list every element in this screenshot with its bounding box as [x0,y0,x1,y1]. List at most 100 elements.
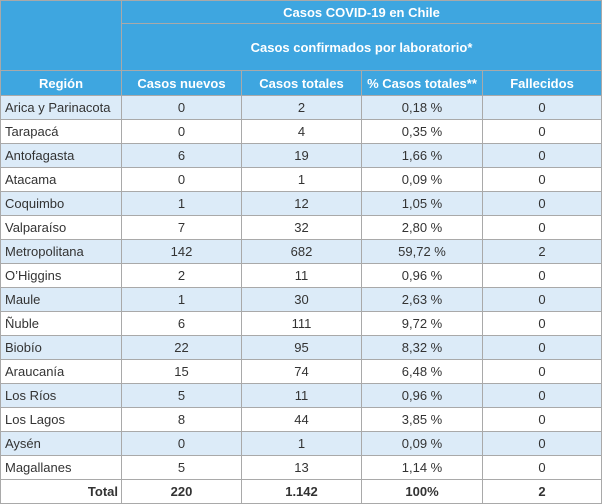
total-cases-cell: 11 [241,383,362,408]
table-body: Arica y Parinacota 0 2 0,18 % 0 Tarapacá 0 4 0,3… [0,95,602,480]
percent-cell: 0,96 % [361,383,483,408]
table-row: Biobío 22 95 8,32 % 0 [0,335,602,360]
table-row: Ñuble 6 111 9,72 % 0 [0,311,602,336]
deaths-cell: 2 [481,239,602,264]
new-cases-cell: 2 [121,263,242,288]
table-subtitle: Casos confirmados por laboratorio* [120,23,602,71]
table-row: Metropolitana 142 682 59,72 % 2 [0,239,602,264]
deaths-cell: 0 [481,167,602,192]
region-cell: Maule [0,287,122,312]
deaths-cell: 0 [481,191,602,216]
total-percent: 100% [361,479,483,504]
column-header-deaths: Fallecidos [481,70,602,96]
region-cell: Araucanía [0,359,122,384]
total-cases-cell: 13 [241,455,362,480]
table-row: Magallanes 5 13 1,14 % 0 [0,455,602,480]
region-cell: Atacama [0,167,122,192]
deaths-cell: 0 [481,311,602,336]
total-cases-cell: 4 [241,119,362,144]
new-cases-cell: 1 [121,191,242,216]
table-row: O’Higgins 2 11 0,96 % 0 [0,263,602,288]
deaths-cell: 0 [481,119,602,144]
new-cases-cell: 0 [121,95,242,120]
region-cell: Los Lagos [0,407,122,432]
percent-cell: 0,09 % [361,431,483,456]
total-cases-cell: 1 [241,167,362,192]
percent-cell: 0,96 % [361,263,483,288]
total-total-cases: 1.142 [241,479,362,504]
table-row: Araucanía 15 74 6,48 % 0 [0,359,602,384]
percent-cell: 0,09 % [361,167,483,192]
table-row: Valparaíso 7 32 2,80 % 0 [0,215,602,240]
table-row: Arica y Parinacota 0 2 0,18 % 0 [0,95,602,120]
deaths-cell: 0 [481,383,602,408]
total-cases-cell: 111 [241,311,362,336]
new-cases-cell: 0 [121,431,242,456]
table-title: Casos COVID-19 en Chile [120,0,602,24]
new-cases-cell: 22 [121,335,242,360]
region-cell: Valparaíso [0,215,122,240]
total-cases-cell: 19 [241,143,362,168]
region-cell: Coquimbo [0,191,122,216]
new-cases-cell: 5 [121,383,242,408]
deaths-cell: 0 [481,455,602,480]
region-cell: Antofagasta [0,143,122,168]
total-cases-cell: 32 [241,215,362,240]
new-cases-cell: 8 [121,407,242,432]
region-cell: Aysén [0,431,122,456]
deaths-cell: 0 [481,431,602,456]
total-cases-cell: 11 [241,263,362,288]
region-cell: Tarapacá [0,119,122,144]
deaths-cell: 0 [481,359,602,384]
deaths-cell: 0 [481,215,602,240]
table-row: Atacama 0 1 0,09 % 0 [0,167,602,192]
table-row: Maule 1 30 2,63 % 0 [0,287,602,312]
new-cases-cell: 6 [121,311,242,336]
new-cases-cell: 1 [121,287,242,312]
percent-cell: 2,63 % [361,287,483,312]
table-row: Aysén 0 1 0,09 % 0 [0,431,602,456]
percent-cell: 2,80 % [361,215,483,240]
region-cell: Metropolitana [0,239,122,264]
total-deaths: 2 [481,479,602,504]
deaths-cell: 0 [481,287,602,312]
table-row: Tarapacá 0 4 0,35 % 0 [0,119,602,144]
new-cases-cell: 0 [121,119,242,144]
total-cases-cell: 74 [241,359,362,384]
new-cases-cell: 7 [121,215,242,240]
table-row: Los Lagos 8 44 3,85 % 0 [0,407,602,432]
region-cell: Arica y Parinacota [0,95,122,120]
percent-cell: 9,72 % [361,311,483,336]
table-row: Coquimbo 1 12 1,05 % 0 [0,191,602,216]
percent-cell: 1,66 % [361,143,483,168]
deaths-cell: 0 [481,407,602,432]
deaths-cell: 0 [481,263,602,288]
table-row: Los Ríos 5 11 0,96 % 0 [0,383,602,408]
new-cases-cell: 6 [121,143,242,168]
column-header-total-cases: Casos totales [241,70,362,96]
region-cell: Los Ríos [0,383,122,408]
percent-cell: 8,32 % [361,335,483,360]
header-corner-cell [0,0,122,71]
percent-cell: 1,05 % [361,191,483,216]
percent-cell: 1,14 % [361,455,483,480]
total-cases-cell: 12 [241,191,362,216]
column-header-region: Región [0,70,122,96]
deaths-cell: 0 [481,95,602,120]
new-cases-cell: 142 [121,239,242,264]
total-cases-cell: 44 [241,407,362,432]
column-header-new-cases: Casos nuevos [121,70,242,96]
percent-cell: 6,48 % [361,359,483,384]
total-cases-cell: 30 [241,287,362,312]
percent-cell: 59,72 % [361,239,483,264]
new-cases-cell: 0 [121,167,242,192]
region-cell: Biobío [0,335,122,360]
deaths-cell: 0 [481,335,602,360]
total-cases-cell: 95 [241,335,362,360]
total-cases-cell: 682 [241,239,362,264]
percent-cell: 3,85 % [361,407,483,432]
new-cases-cell: 5 [121,455,242,480]
region-cell: O’Higgins [0,263,122,288]
region-cell: Ñuble [0,311,122,336]
total-label: Total [0,479,122,504]
